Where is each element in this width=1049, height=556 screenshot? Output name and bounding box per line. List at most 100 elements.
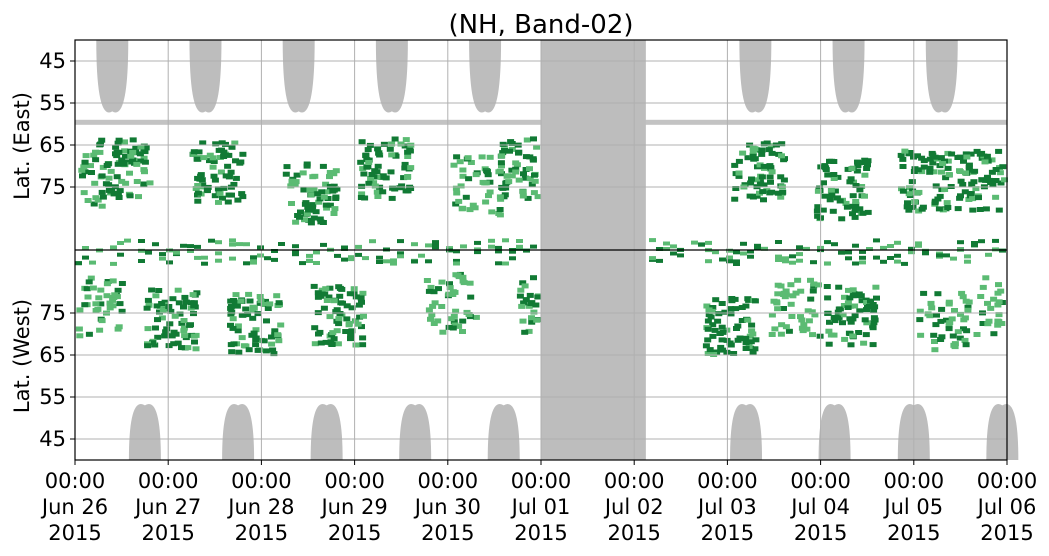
echo-cell-west [325, 294, 333, 300]
echo-cell-east [524, 195, 532, 201]
echo-cell-west [945, 323, 953, 329]
echo-cell-east [944, 150, 952, 156]
echo-cell-east [198, 177, 206, 183]
echo-cell-east [992, 178, 1000, 183]
echo-cell-east [115, 149, 123, 155]
echo-cell-center [453, 249, 460, 254]
echo-cell-east [215, 199, 222, 205]
echo-cell-west [704, 318, 712, 324]
echo-cell-east [388, 195, 396, 201]
echo-cell-east [735, 170, 743, 176]
echo-cell-east [210, 173, 218, 179]
echo-cell-east [98, 203, 106, 209]
echo-cell-west [800, 322, 808, 328]
no-data-lobe-west [222, 404, 255, 460]
echo-cell-east [852, 199, 860, 204]
echo-cell-west [824, 295, 832, 301]
echo-cell-east [387, 169, 395, 175]
echo-cell-east [859, 160, 867, 166]
echo-cell-west [945, 299, 953, 305]
echo-cell-west [242, 343, 250, 349]
echo-cell-east [749, 149, 757, 155]
echo-cell-west [338, 286, 346, 292]
echo-cell-west [314, 290, 322, 296]
echo-cell-east [903, 204, 911, 210]
x-tick-label: 2015 [421, 521, 474, 545]
echo-cell-east [852, 183, 860, 188]
echo-cell-east [404, 174, 411, 180]
echo-cell-west [159, 307, 167, 313]
echo-cell-east [401, 165, 409, 171]
echo-cell-center [873, 238, 880, 243]
echo-cell-center [957, 240, 964, 245]
echo-cell-center [824, 240, 831, 245]
echo-cell-center [236, 242, 243, 247]
echo-cell-east [105, 187, 113, 193]
plot-area [74, 39, 1019, 461]
echo-cell-west [787, 301, 795, 307]
echo-cell-west [425, 288, 433, 294]
echo-cell-east [848, 166, 856, 172]
echo-cell-center [495, 249, 502, 254]
echo-cell-west [963, 328, 971, 334]
echo-cell-center [943, 253, 950, 258]
echo-cell-west [171, 313, 179, 319]
echo-cell-center [502, 261, 509, 266]
y-ticks: 45 55 65 75 75 65 55 45 [39, 49, 75, 451]
echo-cell-east [746, 193, 754, 199]
echo-cell-center [733, 250, 740, 255]
echo-cell-east [364, 147, 372, 153]
echo-cell-east [901, 148, 909, 154]
echo-cell-east [287, 183, 295, 189]
echo-cell-east [225, 192, 233, 198]
echo-cell-east [780, 157, 788, 163]
echo-cell-west [716, 331, 724, 336]
echo-cell-west [521, 329, 529, 335]
echo-cell-east [944, 205, 952, 210]
echo-cell-west [326, 285, 334, 291]
echo-cell-west [450, 319, 458, 325]
echo-cell-east [105, 175, 113, 181]
echo-cell-west [709, 322, 717, 328]
echo-cell-east [122, 153, 129, 159]
echo-cell-center [677, 253, 684, 258]
echo-cell-east [80, 164, 88, 170]
echo-cell-east [110, 191, 118, 197]
echo-cell-east [938, 169, 945, 175]
echo-cell-west [273, 293, 281, 299]
y-axis-label-east: Lat. (East) [10, 92, 34, 200]
echo-cell-center [992, 238, 999, 243]
echo-cell-west [959, 294, 967, 300]
echo-cell-east [126, 193, 134, 199]
echo-cell-east [322, 181, 330, 187]
echo-cell-west [841, 336, 849, 342]
echo-cell-center [124, 238, 131, 243]
echo-cell-east [774, 190, 782, 196]
echo-cell-west [721, 309, 729, 315]
echo-cell-west [804, 308, 812, 314]
echo-cell-east [239, 151, 247, 157]
echo-cell-west [704, 351, 712, 356]
echo-cell-east [365, 160, 373, 165]
echo-cell-east [459, 173, 467, 179]
echo-cell-west [747, 339, 755, 345]
echo-cell-center [187, 244, 194, 249]
echo-cell-west [145, 302, 153, 308]
echo-cell-center [89, 260, 96, 265]
echo-cell-east [375, 150, 383, 156]
x-tick-label: Jul 06 [976, 495, 1037, 519]
echo-cell-west [227, 311, 235, 317]
echo-cell-west [787, 282, 795, 288]
echo-cell-west [749, 331, 757, 337]
echo-cell-east [90, 152, 98, 158]
echo-cell-east [962, 151, 970, 157]
echo-cell-west [228, 349, 236, 355]
echo-cell-west [977, 294, 985, 299]
echo-cell-east [846, 179, 854, 185]
echo-cell-east [79, 173, 86, 179]
echo-cell-west [262, 348, 270, 354]
echo-cell-west [777, 283, 785, 289]
echo-cell-east [918, 155, 926, 161]
echo-cell-east [937, 155, 945, 161]
echo-cell-east [239, 194, 247, 200]
